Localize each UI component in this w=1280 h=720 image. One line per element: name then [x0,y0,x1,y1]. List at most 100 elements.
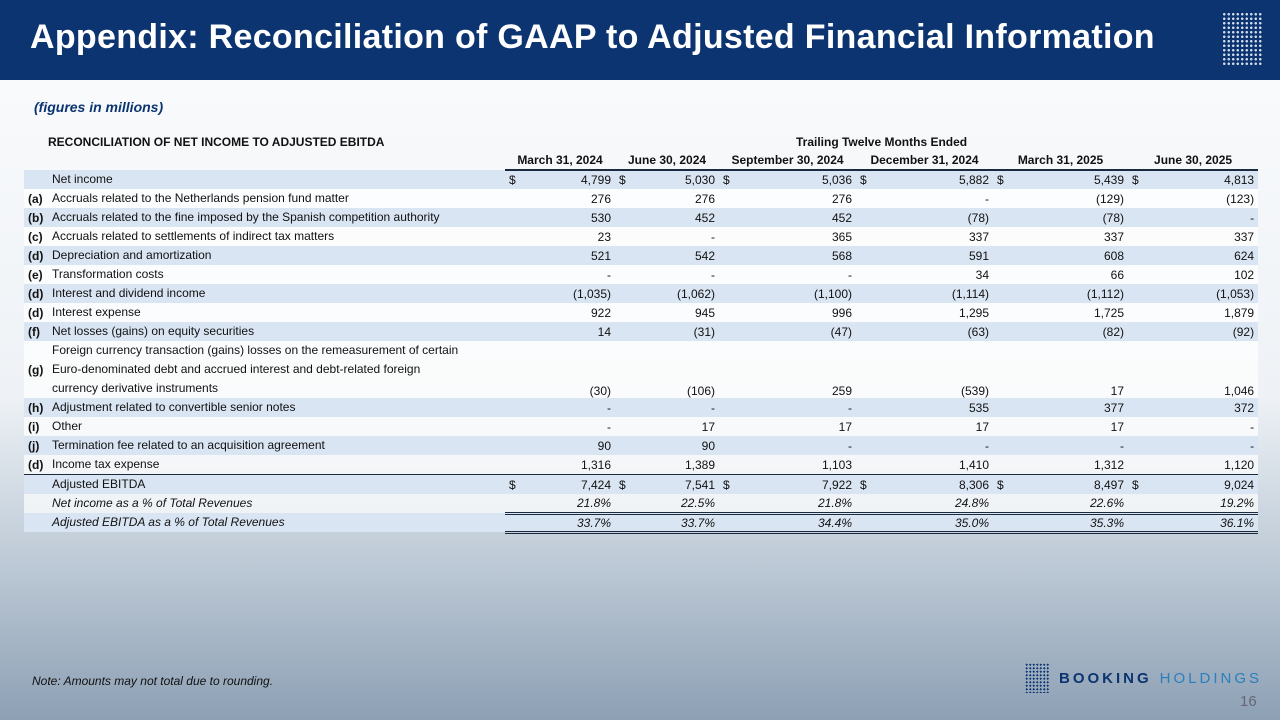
row-key: (h) [24,398,48,417]
row-label: Foreign currency transaction (gains) los… [48,341,506,398]
value: (1,035) [572,286,612,301]
logo-mark [1025,663,1049,693]
value: 276 [831,191,853,206]
value: 4,799 [580,173,612,187]
value: 90 [701,438,716,453]
value-cell: 1,879 [1128,303,1259,322]
logo-suffix: HOLDINGS [1159,669,1263,687]
value-cell: 24.8% [856,494,994,515]
row-label: Transformation costs [48,265,506,284]
value-cell: $5,036 [719,170,857,189]
currency-sign: $ [509,477,516,492]
value: 624 [1234,248,1255,263]
value: 17 [1110,384,1125,398]
row-label: Other [48,417,506,436]
value-cell: (78) [993,208,1129,227]
value-cell: 591 [856,246,994,265]
value-cell: $4,799 [505,170,616,189]
table-row: (c) Accruals related to settlements of in… [24,227,1259,246]
value-cell: 34 [856,265,994,284]
value: 33.7% [576,515,612,530]
value: - [607,400,612,415]
row-key: (i) [24,417,48,436]
value-cell: (123) [1128,189,1259,208]
dollar-cell: $5,030 [619,173,715,187]
value-cell: 14 [505,322,616,341]
value-cell: $7,541 [615,474,720,494]
currency-sign: $ [723,173,730,187]
value: 7,922 [821,477,853,492]
dollar-cell: $7,541 [619,478,715,492]
value-cell: 90 [615,436,720,455]
value-cell: - [719,398,857,417]
value: 24.8% [954,495,990,510]
value-cell: 23 [505,227,616,246]
row-label: Adjustment related to convertible senior… [48,398,506,417]
value-cell: $5,439 [993,170,1129,189]
row-key [24,513,48,532]
value-cell: 102 [1128,265,1259,284]
header-bar: Appendix: Reconciliation of GAAP to Adju… [0,0,1280,80]
dollar-cell: $4,813 [1132,173,1254,187]
value: (129) [1096,191,1125,206]
subtitle: (figures in millions) [34,99,164,115]
value: 102 [1234,267,1255,282]
currency-sign: $ [619,477,626,492]
value-cell: 1,046 [1128,341,1259,398]
value-cell: $4,813 [1128,170,1259,189]
value-cell: 90 [505,436,616,455]
currency-sign: $ [997,173,1004,187]
row-key: (d) [24,303,48,322]
value: (123) [1226,191,1255,206]
value: (1,062) [676,286,716,301]
value: - [985,191,990,206]
value: (1,053) [1216,286,1255,301]
value: (78) [1102,210,1125,225]
value-cell: 259 [719,341,857,398]
dollar-cell: $5,882 [860,173,989,187]
row-key: (d) [24,246,48,265]
value: - [848,438,853,453]
value: 377 [1103,400,1125,415]
value-cell: (1,062) [615,284,720,303]
value: 23 [597,229,612,244]
value-cell: 276 [615,189,720,208]
value-cell: - [856,436,994,455]
value: 1,389 [684,457,716,472]
value: 7,541 [684,477,716,492]
value: 4,813 [1224,173,1255,187]
value-cell: 17 [856,417,994,436]
value: 1,046 [1224,384,1255,398]
value: 276 [694,191,716,206]
value-cell: $5,030 [615,170,720,189]
value: (30) [589,384,612,398]
row-key: (a) [24,189,48,208]
dollar-cell: $4,799 [509,173,611,187]
currency-sign: $ [1132,477,1139,492]
value: (1,100) [813,286,853,301]
title-row: RECONCILIATION OF NET INCOME TO ADJUSTED… [24,132,1258,151]
row-key: (b) [24,208,48,227]
value-cell: 521 [505,246,616,265]
value: 35.3% [1089,515,1125,530]
value: 452 [694,210,716,225]
value-cell: $7,922 [719,474,857,494]
value: 1,120 [1224,457,1255,472]
value: (92) [1232,324,1255,339]
value: 19.2% [1220,495,1255,510]
value-cell: 276 [505,189,616,208]
table-row: Adjusted EBITDA as a % of Total Revenues… [24,513,1259,534]
currency-sign: $ [860,173,867,187]
value: - [1120,438,1125,453]
value: 542 [694,248,716,263]
value: (31) [693,324,716,339]
value: 21.8% [576,495,612,510]
row-label: Depreciation and amortization [48,246,506,265]
value-cell: (92) [1128,322,1259,341]
value-cell: 17 [993,417,1129,436]
row-key [24,474,48,494]
row-key: (c) [24,227,48,246]
value: 5,439 [1093,173,1125,187]
row-key [24,494,48,513]
